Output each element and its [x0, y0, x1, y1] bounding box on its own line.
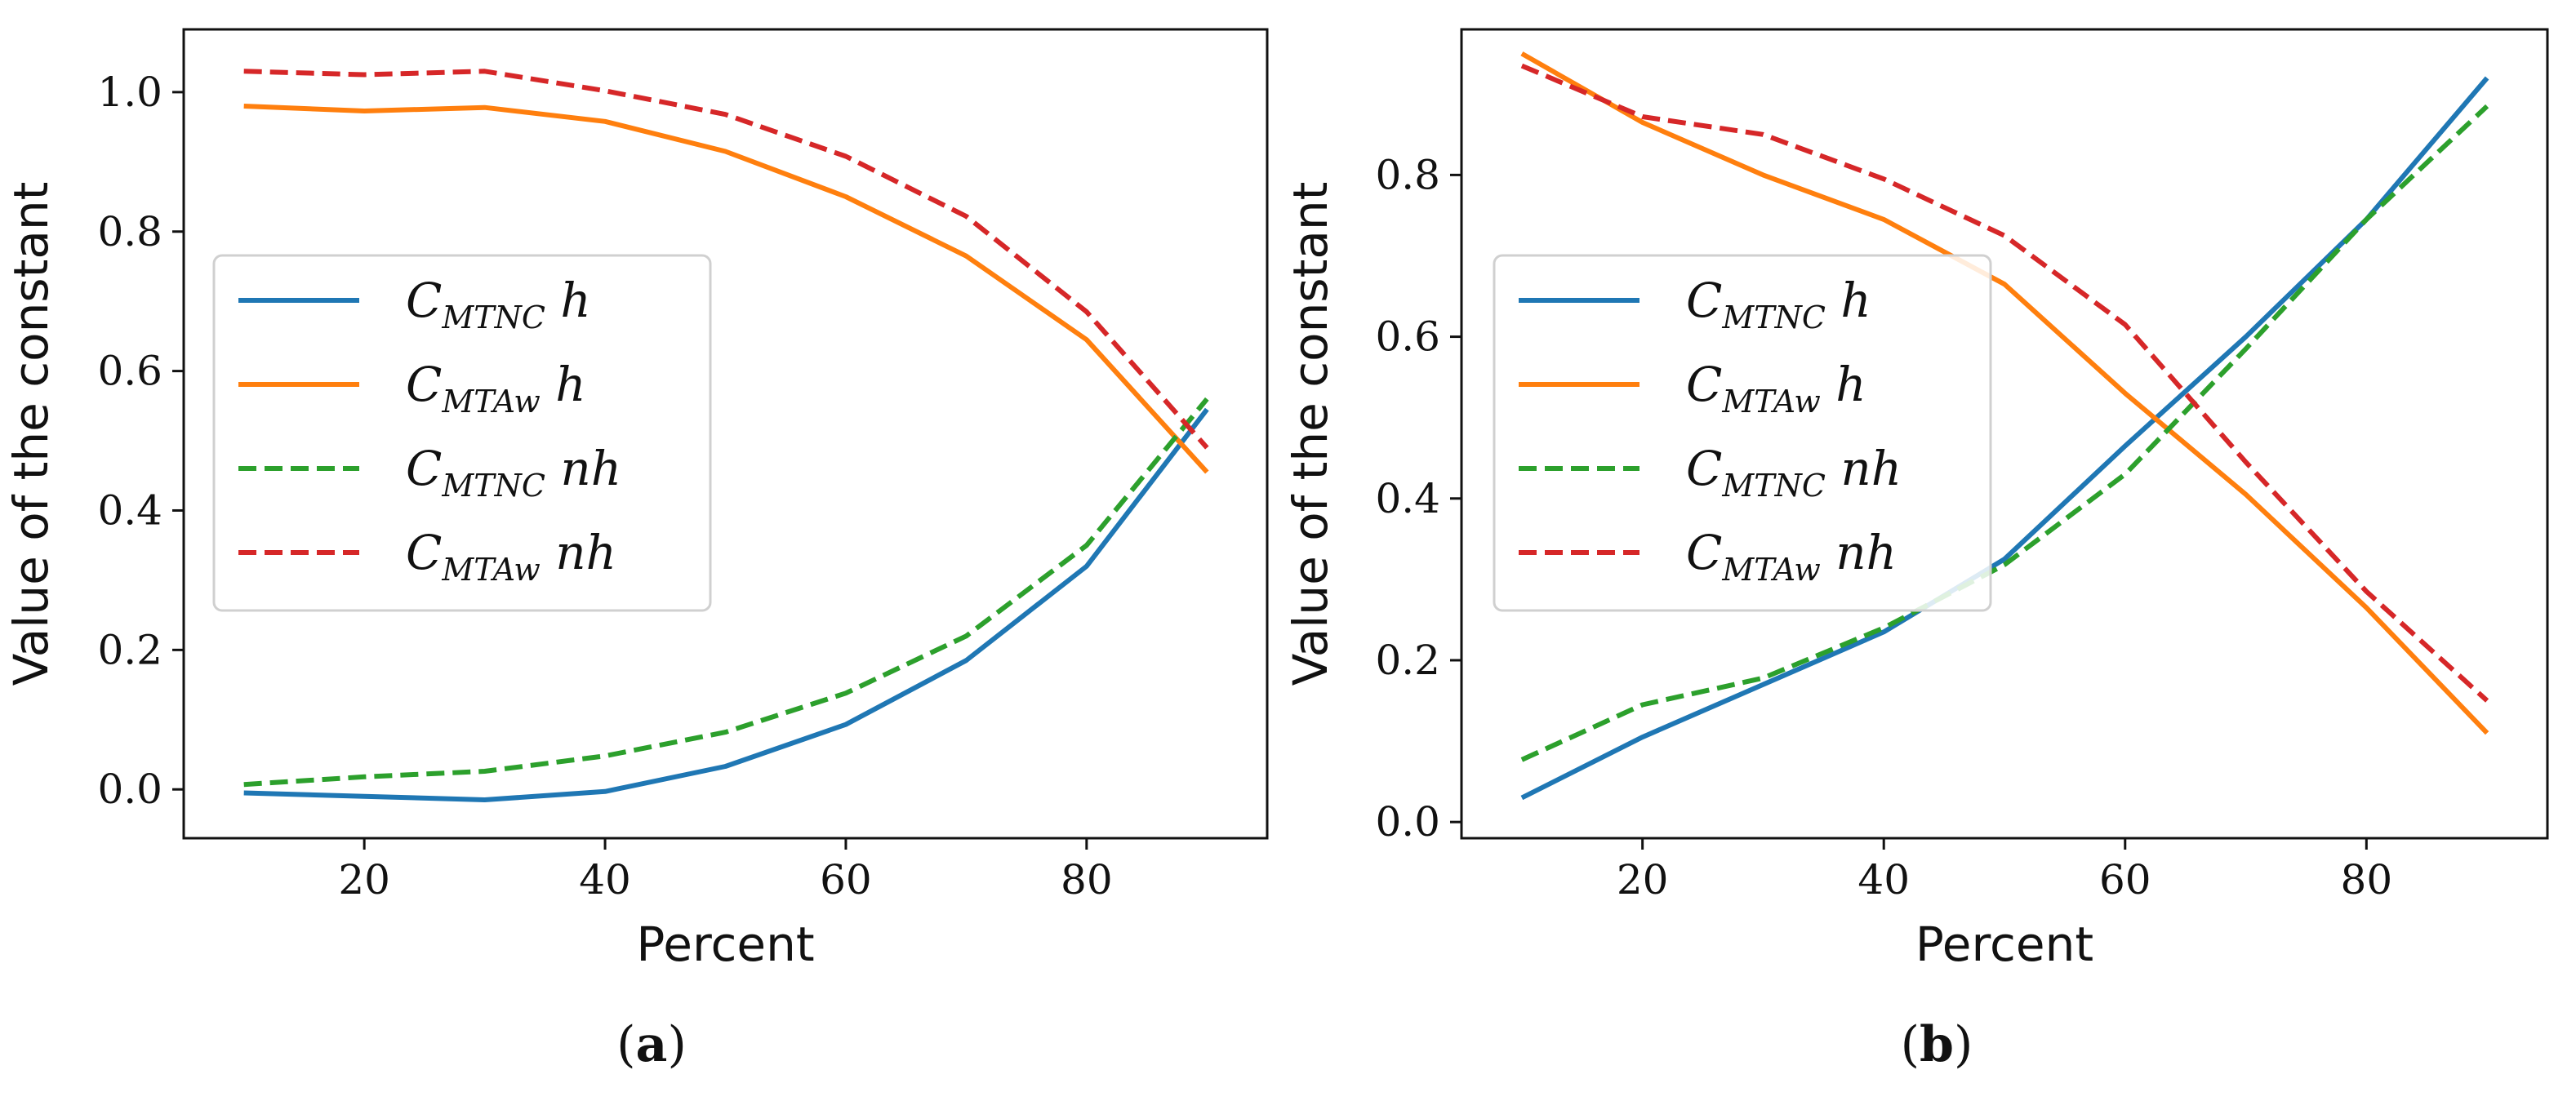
y-tick-label: 0.4 [1375, 475, 1440, 522]
plot-frame [182, 28, 1269, 840]
y-tick-label: 1.0 [97, 69, 162, 116]
caption-close-paren: ) [1954, 1016, 1973, 1073]
y-tick-label: 0.0 [1375, 798, 1440, 846]
y-axis-label: Value of the constant [1283, 182, 1338, 686]
caption-letter: a [636, 1016, 668, 1073]
legend-entry-main: C [406, 525, 442, 580]
legend-entry-suffix: h [545, 273, 591, 328]
legend-entry-subscript: MTNC [441, 300, 545, 335]
legend-entry-main: C [1686, 441, 1722, 496]
legend-entry-main: C [1686, 273, 1722, 328]
panel-caption: (b) [1901, 1016, 1973, 1073]
legend-entry: CMTNC h [1686, 273, 1871, 335]
legend-entry-main: C [1686, 357, 1722, 412]
legend-entry-main: C [406, 273, 442, 328]
legend-entry: CMTNC nh [406, 441, 621, 504]
y-tick-label: 0.2 [1375, 637, 1440, 684]
series-line-c-mtaw-nh [243, 69, 1209, 450]
legend-entry: CMTAw nh [1686, 525, 1897, 588]
x-tick-label: 60 [820, 856, 872, 903]
legend-entry-suffix: nh [1826, 441, 1902, 496]
x-tick-label: 20 [1617, 856, 1669, 903]
y-tick-label: 0.4 [97, 486, 162, 534]
legend-entry-main: C [406, 357, 442, 412]
y-tick-label: 0.0 [97, 766, 162, 813]
series-line-c-mtnc-nh [1520, 104, 2489, 762]
legend-entry-suffix: nh [541, 525, 616, 580]
x-tick-label: 60 [2099, 856, 2151, 903]
caption-open-paren: ( [1901, 1016, 1920, 1073]
y-tick-label: 0.2 [97, 626, 162, 673]
legend-entry-subscript: MTAw [1721, 384, 1820, 420]
legend-entry-suffix: h [541, 357, 586, 412]
x-tick-label: 20 [338, 856, 390, 903]
series-line-c-mtnc-h [243, 407, 1209, 802]
caption-open-paren: ( [616, 1016, 635, 1073]
y-tick-label: 0.8 [97, 208, 162, 255]
y-tick-label: 0.8 [1375, 151, 1440, 198]
x-axis-label: Percent [1915, 917, 2093, 972]
legend-entry-main: C [1686, 525, 1722, 580]
plot-frame [1460, 28, 2549, 840]
legend-entry-subscript: MTNC [1721, 468, 1826, 504]
x-axis-label: Percent [636, 917, 814, 972]
series-line-c-mtaw-h [1520, 51, 2489, 735]
legend-entry-subscript: MTAw [1721, 552, 1820, 588]
series-line-c-mtaw-h [243, 104, 1209, 474]
legend-entry-suffix: h [1826, 273, 1871, 328]
y-tick-label: 0.6 [1375, 313, 1440, 361]
chart-panel-b: 20 40 60 80 0.0 0.2 0.4 0.6 0.8 Percent Value of t… [1283, 28, 2549, 1073]
legend-entry-subscript: MTNC [441, 468, 545, 504]
x-tick-label: 80 [2341, 856, 2393, 903]
y-axis-label: Value of the constant [3, 182, 59, 686]
legend-entry-subscript: MTAw [441, 552, 540, 588]
chart-panel-a: 20 40 60 80 0.0 0.2 0.4 0.6 0.8 1.0 Percent Value o… [3, 28, 1269, 1073]
legend-box [212, 254, 712, 612]
legend-entry: CMTNC h [406, 273, 591, 335]
caption-close-paren: ) [667, 1016, 686, 1073]
series-line-c-mtaw-nh [1520, 63, 2489, 703]
legend-entry-suffix: nh [1821, 525, 1897, 580]
x-tick-label: 80 [1061, 856, 1113, 903]
legend-entry-main: C [406, 441, 442, 496]
legend-entry: CMTAw nh [406, 525, 616, 588]
legend-entry: CMTNC nh [1686, 441, 1902, 504]
legend-entry: CMTAw h [406, 357, 586, 420]
legend-entry-suffix: nh [545, 441, 621, 496]
legend-entry-subscript: MTAw [441, 384, 540, 420]
series-line-c-mtnc-nh [243, 397, 1209, 788]
caption-letter: b [1920, 1016, 1954, 1073]
x-tick-label: 40 [1857, 856, 1910, 903]
panel-caption: (a) [616, 1016, 687, 1073]
legend-box [1493, 254, 1992, 612]
x-tick-label: 40 [579, 856, 631, 903]
y-tick-label: 0.6 [97, 348, 162, 395]
legend-entry: CMTAw h [1686, 357, 1866, 420]
series-line-c-mtnc-h [1520, 76, 2489, 801]
legend-entry-suffix: h [1821, 357, 1866, 412]
legend-entry-subscript: MTNC [1721, 300, 1826, 335]
